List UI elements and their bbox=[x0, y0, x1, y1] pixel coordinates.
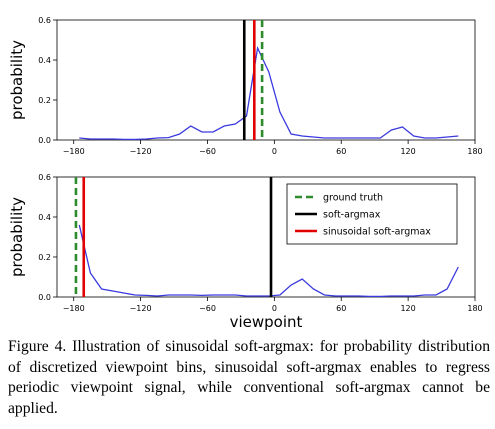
legend-label: soft-argmax bbox=[323, 210, 381, 221]
x-tick-label: −120 bbox=[130, 304, 152, 313]
y-tick-label: 0.2 bbox=[38, 96, 51, 105]
y-tick-label: 0.2 bbox=[38, 253, 51, 262]
bottom-chart: −180 −120 −60 0 60 120 180 0.0 0.2 0.4 0.6 probabil… bbox=[8, 173, 483, 331]
legend-label: sinusoidal soft-argmax bbox=[323, 227, 431, 238]
series-line bbox=[78, 224, 459, 298]
y-tick-label: 0.0 bbox=[38, 136, 51, 145]
x-axis-label: viewpoint bbox=[230, 313, 303, 331]
x-tick-label: −180 bbox=[63, 304, 85, 313]
y-axis-label: probability bbox=[8, 40, 26, 120]
x-tick-label: −180 bbox=[63, 147, 85, 156]
x-tick-label: −60 bbox=[199, 304, 216, 313]
y-tick-label: 0.6 bbox=[38, 173, 51, 182]
y-tick-label: 0.0 bbox=[38, 293, 51, 302]
x-tick-label: 120 bbox=[400, 304, 415, 313]
x-tick-label: 60 bbox=[336, 304, 346, 313]
x-tick-label: 0 bbox=[272, 147, 277, 156]
x-tick-label: 120 bbox=[400, 147, 415, 156]
x-tick-label: −120 bbox=[130, 147, 152, 156]
y-tick-label: 0.4 bbox=[38, 213, 51, 222]
legend: ground truth soft-argmax sinusoidal soft-a… bbox=[286, 183, 458, 245]
x-tick-label: 180 bbox=[467, 147, 482, 156]
x-tick-label: 0 bbox=[272, 304, 277, 313]
figure: −180 −120 −60 0 60 120 180 0.0 0.2 0.4 0.6 probabil… bbox=[8, 16, 483, 331]
plot-frame bbox=[56, 19, 476, 141]
y-tick-label: 0.6 bbox=[38, 16, 51, 25]
figure-caption: Figure 4. Illustration of sinusoidal sof… bbox=[8, 338, 490, 417]
top-chart: −180 −120 −60 0 60 120 180 0.0 0.2 0.4 0.6 probabil… bbox=[8, 16, 483, 156]
series-line bbox=[79, 45, 459, 141]
x-tick-label: 60 bbox=[336, 147, 346, 156]
legend-label: ground truth bbox=[323, 193, 383, 204]
plot-frame bbox=[56, 176, 476, 298]
y-axis-label: probability bbox=[8, 197, 26, 277]
x-tick-label: −60 bbox=[199, 147, 216, 156]
x-tick-label: 180 bbox=[467, 304, 482, 313]
y-tick-label: 0.4 bbox=[38, 56, 51, 65]
